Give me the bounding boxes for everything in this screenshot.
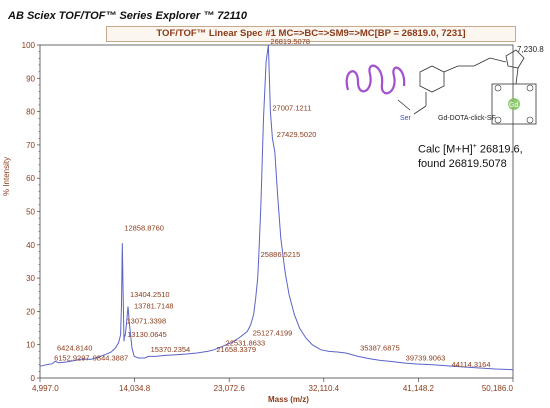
y-max-counts: 7,230.8 [517, 45, 544, 54]
peak-label: 25127.4199 [253, 328, 293, 337]
spectrum-title: TOF/TOF™ Linear Spec #1 MC=>BC=>SM9=>MC[… [106, 26, 516, 42]
found-value: found 26819.5078 [418, 157, 507, 170]
y-tick-label: 0 [31, 374, 36, 383]
peak-label: 39739.9063 [406, 353, 446, 362]
y-tick-label: 100 [22, 41, 36, 50]
x-axis-label: Mass (m/z) [268, 395, 309, 404]
spectrum-trace [39, 44, 514, 371]
peak-label: 9844.3887 [93, 353, 128, 362]
y-tick-label: 20 [26, 307, 35, 316]
calc-label: Calc [M+H] [418, 143, 473, 156]
x-tick-label: 14,034.8 [119, 384, 151, 393]
gd-label: Gd [509, 102, 518, 109]
peak-label: 26819.5078 [270, 37, 310, 46]
mass-annotation: Calc [M+H]+ 26819.6, found 26819.5078 [418, 140, 523, 171]
x-tick-label: 32,110.4 [309, 384, 340, 393]
compound-structure: Ser Gd [345, 49, 537, 125]
y-tick-label: 40 [26, 241, 35, 250]
peak-label: 13404.2510 [130, 290, 170, 299]
charge-sup: + [472, 143, 477, 150]
x-tick-label: 23,072.6 [214, 384, 246, 393]
x-tick-label: 50,186.0 [482, 384, 514, 393]
peak-label: 6424.8140 [57, 343, 92, 352]
x-ticks: 4,997.0 14,034.8 23,072.6 32,110.4 41,148.2 5… [32, 378, 514, 393]
peak-label: 25886.5215 [261, 250, 301, 259]
y-tick-label: 10 [26, 341, 35, 350]
gd-ion-icon [508, 98, 520, 110]
peak-label: 27429.5020 [277, 130, 317, 139]
x-tick-label: 4,997.0 [32, 384, 59, 393]
y-tick-label: 70 [26, 141, 35, 150]
y-ticks: 0 10 20 30 40 50 60 70 80 90 100 [22, 41, 40, 383]
x-tick-label: 41,148.2 [403, 384, 435, 393]
protein-coil-icon [345, 64, 406, 95]
peak-label: 35387.6875 [360, 343, 400, 352]
peak-label: 6152.9297 [54, 353, 89, 362]
y-tick-label: 50 [26, 208, 35, 217]
calc-value: 26819.6, [476, 143, 523, 156]
y-tick-label: 90 [26, 74, 35, 83]
ser-label: Ser [400, 115, 412, 122]
peak-label: 13071.3398 [127, 317, 167, 326]
peak-label: 12858.8760 [124, 223, 164, 232]
y-tick-label: 80 [26, 108, 35, 117]
compound-name: Gd-DOTA-click-SF [438, 115, 496, 122]
y-tick-label: 60 [26, 174, 35, 183]
peak-label: 44114.3164 [451, 360, 490, 369]
peak-label: 21658.3379 [216, 345, 256, 354]
y-tick-label: 30 [26, 274, 35, 283]
peak-label: 27007.1211 [272, 104, 311, 113]
peak-labels: 26819.5078 27007.1211 27429.5020 12858.8760… [54, 37, 490, 369]
peak-label: 13781.7148 [134, 302, 174, 311]
peak-label: 22531.8633 [226, 338, 266, 347]
app-title: AB Sciex TOF/TOF™ Series Explorer ™ 7211… [8, 10, 248, 22]
peak-label: 15370.2354 [151, 345, 191, 354]
peak-label: 13130.0645 [127, 330, 167, 339]
